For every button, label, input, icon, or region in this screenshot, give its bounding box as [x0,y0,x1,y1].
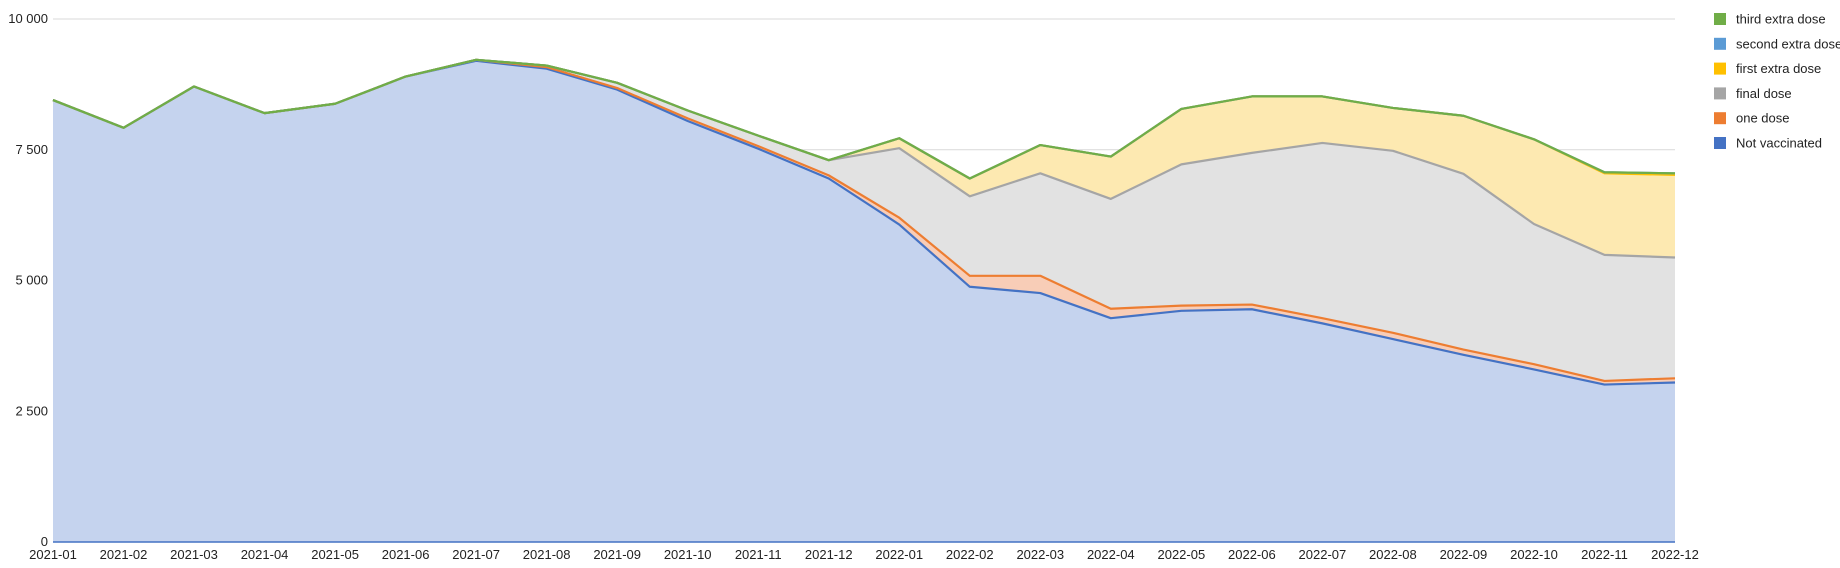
legend-swatch [1714,62,1726,75]
x-tick-label: 2022-11 [1581,547,1628,562]
x-tick-label: 2021-04 [241,547,289,562]
legend-label: second extra dose [1736,36,1840,51]
x-tick-label: 2022-09 [1440,547,1488,562]
legend-item: first extra dose [1714,61,1821,76]
legend-item: second extra dose [1714,36,1840,51]
legend: third extra dose second extra dose first e… [1714,12,1840,151]
legend-item: Not vaccinated [1714,136,1822,151]
x-tick-label: 2022-01 [875,547,923,562]
legend-item: final dose [1714,86,1792,101]
x-tick-label: 2022-06 [1228,547,1276,562]
x-tick-label: 2022-05 [1157,547,1205,562]
x-tick-label: 2022-08 [1369,547,1417,562]
line-third-extra-dose [52,58,1676,180]
x-tick-label: 2021-03 [170,547,218,562]
legend-item: one dose [1714,111,1790,126]
legend-swatch [1714,37,1726,50]
area-final-dose [53,59,1675,381]
x-axis-ticks: 2021-01 2021-02 2021-03 2021-04 2021-05 2021-… [29,547,1699,562]
y-tick-label: 7 500 [15,142,48,157]
area-first-extra-dose [53,59,1675,258]
legend-label: final dose [1736,86,1792,101]
x-tick-label: 2021-07 [452,547,500,562]
x-tick-label: 2021-12 [805,547,853,562]
x-tick-label: 2022-02 [946,547,994,562]
legend-swatch [1714,87,1726,100]
x-tick-label: 2022-03 [1016,547,1064,562]
x-tick-label: 2021-10 [664,547,712,562]
legend-swatch [1714,137,1726,149]
x-tick-label: 2021-11 [735,547,782,562]
x-tick-label: 2021-08 [523,547,571,562]
x-tick-label: 2021-06 [382,547,430,562]
x-tick-label: 2021-02 [100,547,148,562]
x-tick-label: 2022-10 [1510,547,1558,562]
y-tick-label: 0 [41,534,48,549]
legend-swatch [1714,13,1726,25]
legend-label: Not vaccinated [1736,136,1822,151]
series-lines [52,58,1676,386]
area-not-vaccinated [53,60,1675,543]
x-tick-label: 2021-01 [29,547,77,562]
series-areas [53,59,1675,543]
y-tick-label: 2 500 [15,403,48,418]
legend-label: third extra dose [1736,12,1826,27]
legend-label: one dose [1736,111,1790,126]
x-tick-label: 2022-12 [1651,547,1699,562]
x-tick-label: 2022-04 [1087,547,1135,562]
y-axis-ticks: 0 2 500 5 000 7 500 10 000 [8,11,48,549]
legend-swatch [1714,112,1726,125]
x-tick-label: 2021-09 [593,547,641,562]
x-tick-label: 2022-07 [1299,547,1347,562]
y-tick-label: 5 000 [15,273,48,288]
x-tick-label: 2021-05 [311,547,359,562]
legend-item: third extra dose [1714,12,1826,27]
y-tick-label: 10 000 [8,11,48,26]
legend-label: first extra dose [1736,61,1821,76]
